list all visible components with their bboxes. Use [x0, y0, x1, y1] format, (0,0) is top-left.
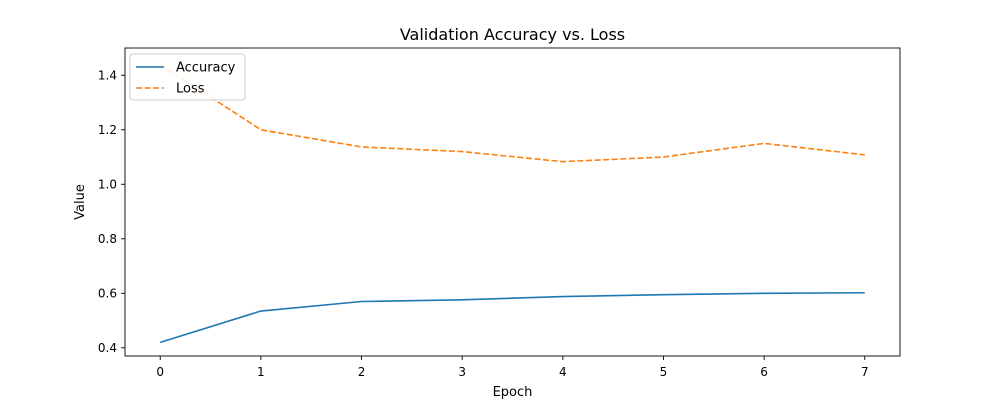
x-tick-label-0: 0 — [156, 365, 164, 379]
x-tick-label-5: 5 — [660, 365, 668, 379]
y-tick-label-5: 1.4 — [98, 68, 117, 82]
legend-label-1: Accuracy — [176, 61, 236, 76]
y-tick-label-1: 0.6 — [98, 286, 117, 300]
series-line-2 — [159, 63, 865, 163]
x-axis-label: Epoch — [493, 385, 533, 400]
x-tick-label-3: 3 — [458, 365, 466, 379]
y-tick-label-3: 1.0 — [98, 177, 117, 191]
axes-frame — [124, 47, 901, 357]
x-tick-label-1: 1 — [257, 365, 265, 379]
y-axis-label: Value — [73, 184, 88, 220]
x-tick-label-7: 7 — [861, 365, 869, 379]
y-tick-label-2: 0.8 — [98, 232, 117, 246]
y-tick-label-0: 0.4 — [98, 341, 117, 355]
y-tick-label-4: 1.2 — [98, 123, 117, 137]
series-line-1 — [159, 291, 865, 344]
plot-area: 0 1 2 3 4 5 6 7 0.4 0.6 0.8 1.0 1.2 1.4 Accuracy Loss — [98, 47, 901, 379]
x-tick-label-2: 2 — [358, 365, 366, 379]
x-tick-label-4: 4 — [559, 365, 567, 379]
legend-label-2: Loss — [176, 82, 205, 97]
x-tick-label-6: 6 — [760, 365, 768, 379]
chart-title: Validation Accuracy vs. Loss — [400, 25, 625, 44]
